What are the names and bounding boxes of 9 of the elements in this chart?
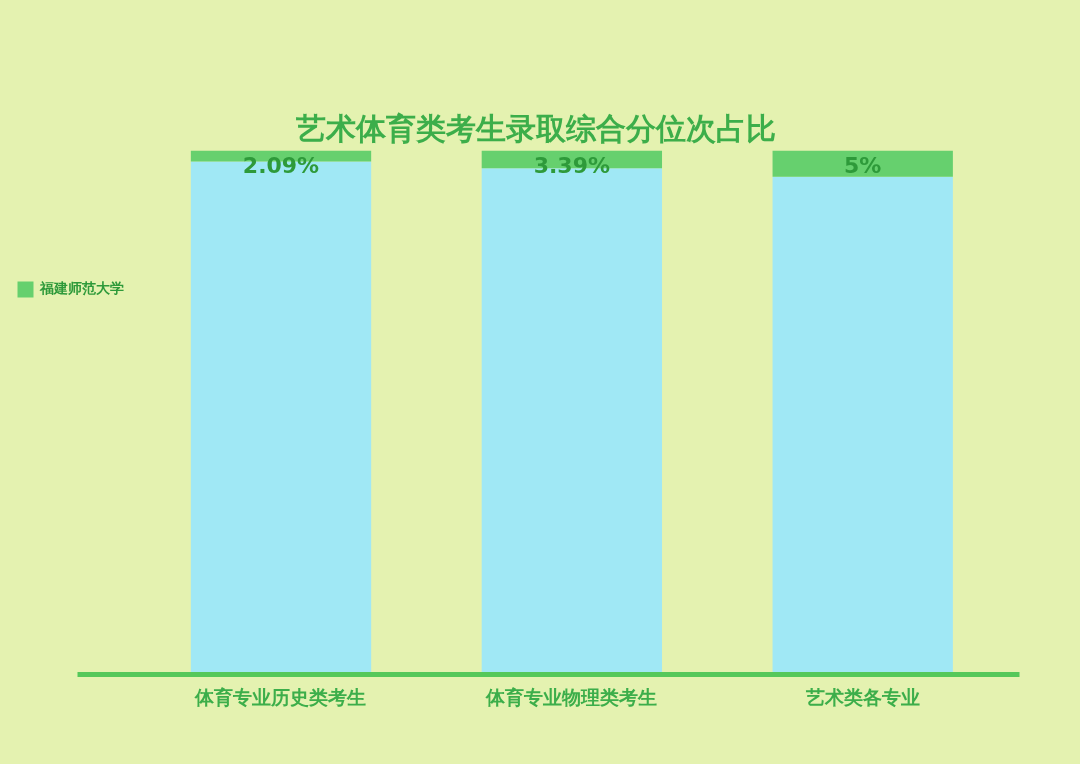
bar	[772, 176, 953, 675]
x-tick-label: 体育专业物理类考生	[485, 685, 658, 708]
data-label: 2.09%	[242, 153, 320, 179]
x-tick-label: 艺术类各专业	[804, 685, 920, 708]
legend-label: 福建师范大学	[40, 280, 124, 298]
bar	[772, 150, 953, 177]
chart-title: 艺术体育类考生录取综合分位次占比	[294, 110, 776, 146]
data-label: 5%	[844, 153, 882, 179]
x-tick-label: 体育专业历史类考生	[194, 685, 367, 708]
